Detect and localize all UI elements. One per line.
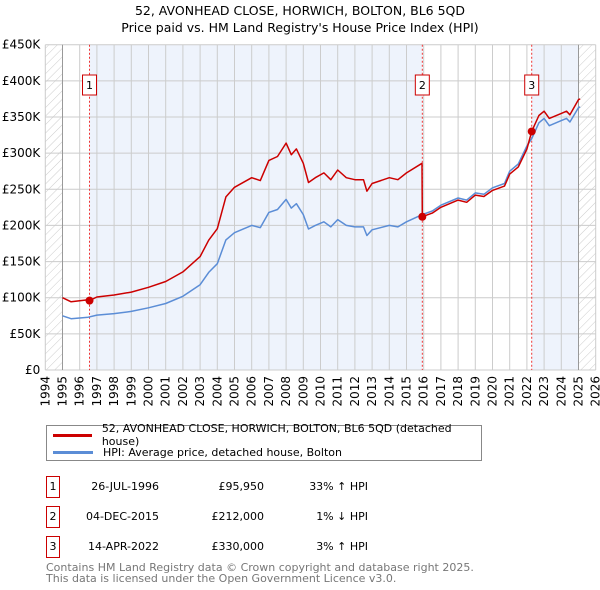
x-tick-label: 2008: [279, 376, 293, 407]
sale-price: £95,950: [218, 480, 265, 493]
x-tick-label: 1995: [56, 376, 70, 407]
sale-number-label: 1: [86, 79, 93, 92]
y-tick-label: £0: [25, 363, 40, 377]
x-tick-label: 2015: [400, 376, 414, 407]
ownership-shade: [89, 44, 423, 370]
sale-number-badge: 3: [46, 536, 60, 558]
x-tick-label: 2000: [142, 376, 156, 407]
legend-item-hpi: HPI: Average price, detached house, Bolt…: [53, 444, 342, 460]
chart-subtitle: Price paid vs. HM Land Registry's House …: [121, 20, 479, 35]
sale-point: [527, 127, 536, 136]
x-tick-label: 1999: [124, 376, 138, 407]
sale-number-box: [524, 74, 540, 96]
footer-licence: This data is licensed under the Open Gov…: [46, 572, 397, 585]
x-tick-label: 2023: [537, 376, 551, 407]
y-tick-label: £50K: [10, 327, 42, 341]
chart-legend: 52, AVONHEAD CLOSE, HORWICH, BOLTON, BL6…: [46, 422, 482, 461]
x-tick-label: 2026: [589, 376, 600, 407]
sale-number-badge: 1: [46, 476, 60, 498]
hpi-line: [62, 106, 581, 320]
sale-price: £212,000: [211, 510, 265, 523]
price-chart: 1994 1995 1996 1997 1998 1999 2000 2001 2002 2003…: [2, 38, 600, 407]
x-tick-label: 2016: [417, 376, 431, 407]
x-tick-label: 2019: [468, 376, 482, 407]
x-tick-label: 2018: [451, 376, 465, 407]
x-tick-label: 2001: [159, 376, 173, 407]
sale-price: £330,000: [211, 540, 265, 553]
sale-hpi-change: 33% ↑ HPI: [309, 480, 368, 493]
footer-copyright: Contains HM Land Registry data © Crown c…: [46, 561, 474, 574]
sale-number-box: [82, 74, 98, 96]
y-tick-label: £250K: [2, 182, 42, 196]
sale-hpi-change: 3% ↑ HPI: [316, 540, 368, 553]
y-tick-label: £450K: [2, 38, 42, 52]
sale-hpi-change: 1% ↓ HPI: [316, 510, 368, 523]
x-tick-label: 2025: [572, 376, 586, 407]
property-price-line: [62, 98, 581, 303]
x-tick-label: 2013: [365, 376, 379, 407]
y-tick-label: £200K: [2, 218, 42, 232]
y-tick-label: £300K: [2, 146, 42, 160]
x-tick-label: 2004: [210, 376, 224, 407]
y-tick-label: £150K: [2, 255, 42, 269]
y-tick-label: £100K: [2, 291, 42, 305]
x-tick-label: 2024: [554, 376, 568, 407]
x-tick-label: 1998: [107, 376, 121, 407]
x-tick-label: 2005: [228, 376, 242, 407]
x-tick-label: 1996: [73, 376, 87, 407]
x-tick-label: 2012: [348, 376, 362, 407]
sale-number-badge: 2: [46, 506, 60, 528]
sale-number-label: 2: [419, 79, 426, 92]
sale-date: 26-JUL-1996: [91, 480, 159, 493]
hatched-region-after: [578, 44, 596, 370]
y-tick-label: £400K: [2, 74, 42, 88]
chart-title: 52, AVONHEAD CLOSE, HORWICH, BOLTON, BL6…: [134, 3, 466, 18]
legend-item-property: 52, AVONHEAD CLOSE, HORWICH, BOLTON, BL6…: [53, 422, 481, 448]
x-tick-label: 1997: [90, 376, 104, 407]
x-tick-label: 2021: [503, 376, 517, 407]
x-tick-label: 2006: [245, 376, 259, 407]
sale-number-box: [414, 74, 430, 96]
x-tick-label: 2009: [296, 376, 310, 407]
y-tick-label: £350K: [2, 110, 42, 124]
legend-swatch-red: [53, 433, 92, 437]
x-tick-label: 2003: [193, 376, 207, 407]
sale-number-label: 3: [528, 79, 535, 92]
sale-point: [418, 212, 427, 221]
x-tick-label: 1994: [38, 376, 52, 407]
x-tick-label: 2010: [314, 376, 328, 407]
sale-date: 14-APR-2022: [87, 540, 159, 553]
x-tick-label: 2011: [331, 376, 345, 407]
legend-label: HPI: Average price, detached house, Bolt…: [103, 445, 342, 459]
ownership-shade: [531, 44, 579, 370]
legend-swatch-blue: [53, 450, 93, 454]
sale-row: 2 04-DEC-2015 £212,000 1% ↓ HPI: [46, 506, 376, 528]
sale-point: [85, 296, 94, 305]
x-tick-label: 2014: [382, 376, 396, 407]
x-tick-label: 2022: [520, 376, 534, 407]
x-tick-label: 2017: [434, 376, 448, 407]
sale-row: 1 26-JUL-1996 £95,950 33% ↑ HPI: [46, 476, 376, 498]
x-tick-label: 2007: [262, 376, 276, 407]
sale-row: 3 14-APR-2022 £330,000 3% ↑ HPI: [46, 536, 376, 558]
x-tick-label: 2020: [486, 376, 500, 407]
hatched-region-before: [45, 44, 63, 370]
x-tick-label: 2002: [176, 376, 190, 407]
legend-label: 52, AVONHEAD CLOSE, HORWICH, BOLTON, BL6…: [101, 422, 452, 448]
sale-date: 04-DEC-2015: [85, 510, 159, 523]
